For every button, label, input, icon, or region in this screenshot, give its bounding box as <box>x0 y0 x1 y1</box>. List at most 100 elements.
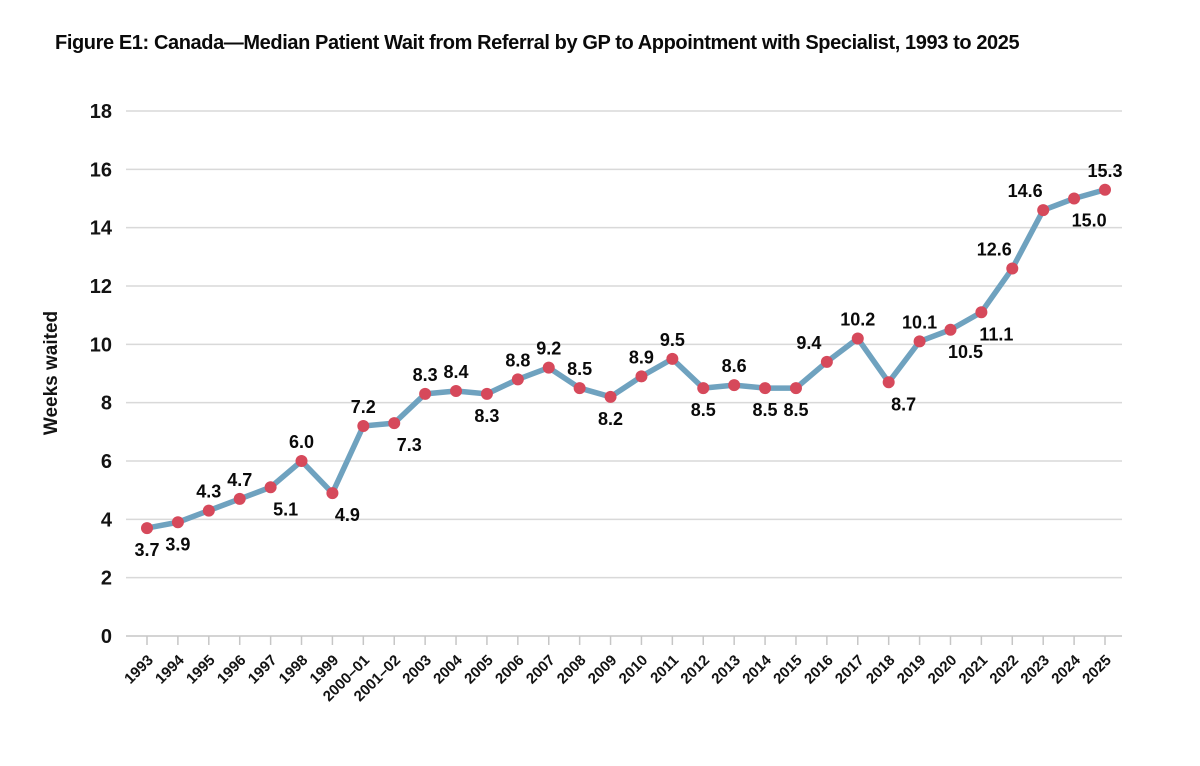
x-tick-label: 2020 <box>925 652 961 688</box>
data-point-label: 9.2 <box>536 339 561 359</box>
data-point-marker <box>450 385 463 397</box>
data-point-label: 8.2 <box>598 409 623 429</box>
x-tick-label: 2025 <box>1079 652 1115 688</box>
data-point-marker <box>975 306 988 319</box>
x-tick-label: 2005 <box>461 652 497 688</box>
data-point-label: 10.1 <box>902 312 937 332</box>
data-point-label: 4.9 <box>335 505 360 525</box>
data-point-marker <box>759 382 772 395</box>
x-tick-label: 1996 <box>214 652 250 688</box>
x-tick-label: 2008 <box>554 652 590 688</box>
x-tick-label: 2017 <box>832 652 868 688</box>
y-tick-label: 4 <box>101 509 113 531</box>
x-tick-label: 2010 <box>616 652 652 688</box>
x-tick-label: 2015 <box>770 652 806 688</box>
x-tick-label: 2004 <box>430 651 466 687</box>
data-point-marker <box>851 332 864 345</box>
data-point-label: 7.3 <box>397 435 422 455</box>
data-point-label: 8.5 <box>783 400 808 420</box>
x-tick-label: 2013 <box>708 652 744 688</box>
data-point-label: 4.7 <box>227 470 252 490</box>
data-point-marker <box>1099 183 1111 196</box>
data-point-marker <box>419 387 432 400</box>
data-point-marker <box>573 382 586 395</box>
data-point-label: 8.9 <box>629 347 654 367</box>
x-tick-label: 2024 <box>1048 651 1084 687</box>
x-tick-label: 2018 <box>863 652 899 688</box>
data-point-marker <box>1037 204 1050 217</box>
data-point-label: 8.3 <box>413 365 438 385</box>
data-point-label: 9.5 <box>660 330 685 350</box>
data-point-label: 11.1 <box>979 324 1013 344</box>
data-point-label: 4.3 <box>196 482 221 502</box>
data-point-marker <box>697 382 710 395</box>
data-point-marker <box>295 455 308 467</box>
x-tick-label: 2011 <box>647 652 682 687</box>
data-point-marker <box>666 352 679 365</box>
data-point-label: 3.7 <box>134 540 159 560</box>
y-tick-label: 6 <box>101 451 112 473</box>
data-point-label: 3.9 <box>165 534 190 554</box>
y-tick-label: 2 <box>101 568 112 590</box>
data-point-marker <box>913 335 926 348</box>
x-tick-label: 2022 <box>986 652 1022 688</box>
data-point-marker <box>728 379 741 392</box>
data-point-marker <box>789 382 802 395</box>
data-point-label: 5.1 <box>273 499 298 519</box>
y-tick-label: 10 <box>90 334 112 356</box>
x-tick-label: 1998 <box>276 652 312 688</box>
data-point-marker <box>141 522 153 535</box>
data-point-label: 15.0 <box>1072 211 1107 231</box>
y-tick-label: 18 <box>90 101 112 123</box>
data-point-marker <box>171 516 184 529</box>
data-point-marker <box>511 373 524 386</box>
data-point-marker <box>388 417 401 430</box>
x-tick-label: 2007 <box>523 652 559 688</box>
data-point-marker <box>542 361 555 374</box>
x-tick-label: 2003 <box>399 652 435 688</box>
data-point-label: 8.5 <box>567 359 592 379</box>
data-point-marker <box>264 481 277 494</box>
data-point-marker <box>635 370 648 383</box>
data-point-label: 8.4 <box>444 362 469 382</box>
data-point-marker <box>1006 262 1019 275</box>
data-point-marker <box>326 487 339 500</box>
data-point-marker <box>604 390 617 403</box>
x-tick-label: 1993 <box>121 652 157 688</box>
data-point-marker <box>202 504 215 517</box>
data-point-label: 12.6 <box>977 240 1012 260</box>
data-point-label: 9.4 <box>796 333 821 353</box>
data-point-label: 8.5 <box>691 400 716 420</box>
data-point-label: 14.6 <box>1008 181 1043 201</box>
x-tick-label: 2012 <box>677 652 713 688</box>
data-point-label: 8.5 <box>753 400 778 420</box>
data-point-marker <box>944 323 957 336</box>
data-point-label: 10.5 <box>948 342 983 362</box>
figure-title: Figure E1: Canada—Median Patient Wait fr… <box>55 32 1020 54</box>
y-tick-label: 14 <box>90 218 113 240</box>
data-point-marker <box>882 376 895 389</box>
data-point-label: 8.6 <box>722 356 747 376</box>
y-tick-label: 8 <box>101 393 112 415</box>
data-point-label: 8.3 <box>474 406 499 426</box>
data-point-label: 10.2 <box>840 310 875 330</box>
data-point-marker <box>480 387 493 400</box>
data-point-label: 7.2 <box>351 397 376 417</box>
y-tick-label: 16 <box>90 159 112 181</box>
data-point-marker <box>820 355 833 368</box>
x-tick-label: 2016 <box>801 652 837 688</box>
data-point-marker <box>1068 192 1081 205</box>
data-point-label: 8.7 <box>891 394 916 414</box>
x-tick-label: 2006 <box>492 652 528 688</box>
x-tick-label: 2009 <box>585 652 621 688</box>
x-tick-label: 1995 <box>183 652 219 688</box>
data-point-label: 6.0 <box>289 432 314 452</box>
x-tick-label: 1994 <box>152 651 188 687</box>
x-tick-label: 1997 <box>245 652 281 688</box>
x-tick-label: 2014 <box>739 651 775 687</box>
x-tick-label: 2021 <box>956 652 992 688</box>
y-tick-label: 12 <box>90 276 112 298</box>
data-point-marker <box>233 492 246 505</box>
x-tick-label: 2019 <box>894 652 930 688</box>
